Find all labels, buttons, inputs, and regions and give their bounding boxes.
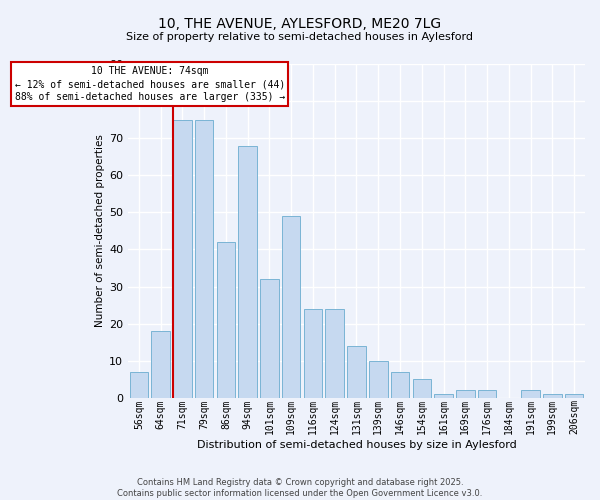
Text: 10 THE AVENUE: 74sqm
← 12% of semi-detached houses are smaller (44)
88% of semi-: 10 THE AVENUE: 74sqm ← 12% of semi-detac… bbox=[14, 66, 285, 102]
Bar bbox=[391, 372, 409, 398]
Text: 10, THE AVENUE, AYLESFORD, ME20 7LG: 10, THE AVENUE, AYLESFORD, ME20 7LG bbox=[158, 18, 442, 32]
Bar bbox=[565, 394, 583, 398]
Bar bbox=[521, 390, 540, 398]
Y-axis label: Number of semi-detached properties: Number of semi-detached properties bbox=[95, 134, 105, 328]
Bar bbox=[195, 120, 214, 398]
Bar bbox=[260, 279, 278, 398]
Text: Contains HM Land Registry data © Crown copyright and database right 2025.
Contai: Contains HM Land Registry data © Crown c… bbox=[118, 478, 482, 498]
Bar bbox=[478, 390, 496, 398]
Bar bbox=[304, 309, 322, 398]
Text: Size of property relative to semi-detached houses in Aylesford: Size of property relative to semi-detach… bbox=[127, 32, 473, 42]
Bar bbox=[413, 380, 431, 398]
Bar bbox=[434, 394, 453, 398]
Bar bbox=[282, 216, 301, 398]
Bar bbox=[347, 346, 366, 398]
Bar bbox=[369, 360, 388, 398]
Bar bbox=[238, 146, 257, 398]
Bar bbox=[130, 372, 148, 398]
Bar bbox=[543, 394, 562, 398]
Bar bbox=[173, 120, 191, 398]
Bar bbox=[325, 309, 344, 398]
X-axis label: Distribution of semi-detached houses by size in Aylesford: Distribution of semi-detached houses by … bbox=[197, 440, 517, 450]
Bar bbox=[217, 242, 235, 398]
Bar bbox=[151, 331, 170, 398]
Bar bbox=[456, 390, 475, 398]
